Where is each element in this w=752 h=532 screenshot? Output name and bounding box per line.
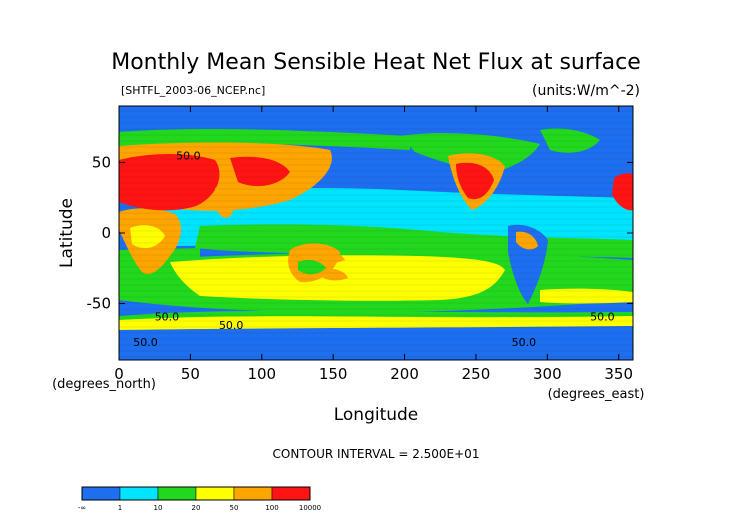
chart-title: Monthly Mean Sensible Heat Net Flux at s… — [111, 50, 641, 75]
colorbar-swatch — [233, 486, 273, 501]
y-axis-label: Latitude — [57, 198, 77, 268]
contour-label: 50.0 — [512, 336, 537, 349]
contour-interval-label: CONTOUR INTERVAL = 2.500E+01 — [273, 447, 480, 461]
y-axis: 50 0 -50 — [87, 153, 633, 313]
y-unit-label: (degrees_north) — [52, 377, 156, 392]
file-label: [SHTFL_2003-06_NCEP.nc] — [121, 84, 265, 97]
x-axis-label: Longitude — [334, 405, 419, 425]
contour-label: 50.0 — [133, 336, 158, 349]
colorbar-tick-label: 100 — [265, 504, 278, 512]
x-unit-label: (degrees_east) — [548, 387, 645, 402]
x-tick-label: 100 — [247, 365, 276, 383]
colorbar-swatch — [81, 486, 121, 501]
contour-label: 50.0 — [176, 150, 201, 163]
colorbar-swatch — [119, 486, 159, 501]
colorbar-swatch — [271, 486, 311, 501]
plot-area: 50.0 50.0 50.0 50.0 50.0 50.0 — [119, 106, 633, 360]
colorbar-tick-label: 1 — [118, 504, 122, 512]
colorbar-tick-label: 10000 — [299, 504, 321, 512]
y-tick-label: -50 — [87, 295, 112, 313]
x-tick-label: 150 — [319, 365, 348, 383]
colorbar-frame — [81, 486, 311, 501]
x-axis: 0 50 100 150 200 250 300 350 — [114, 106, 633, 383]
x-tick-label: 200 — [390, 365, 419, 383]
x-tick-label: 350 — [604, 365, 633, 383]
colorbar-swatch — [157, 486, 197, 501]
contour-label: 50.0 — [590, 310, 615, 323]
colorbar-tick-label: 50 — [230, 504, 239, 512]
contour-label: 50.0 — [219, 319, 244, 332]
y-tick-label: 50 — [92, 153, 111, 171]
colorbar-tick-label: -∞ — [78, 504, 86, 512]
contour-texture — [119, 106, 633, 360]
contour-label-layer: 50.0 50.0 50.0 50.0 50.0 50.0 — [133, 150, 614, 349]
colorbar: -∞ 1 10 20 50 100 10000 — [78, 486, 321, 512]
x-tick-label: 0 — [114, 365, 124, 383]
colorbar-tick-label: 10 — [154, 504, 163, 512]
units-label: (units:W/m^-2) — [532, 83, 640, 99]
y-tick-label: 0 — [101, 224, 111, 242]
x-tick-label: 250 — [462, 365, 491, 383]
colorbar-swatch — [195, 486, 235, 501]
colorbar-tick-label: 20 — [192, 504, 201, 512]
x-tick-label: 50 — [181, 365, 200, 383]
contour-label: 50.0 — [155, 310, 180, 323]
x-tick-label: 300 — [533, 365, 562, 383]
